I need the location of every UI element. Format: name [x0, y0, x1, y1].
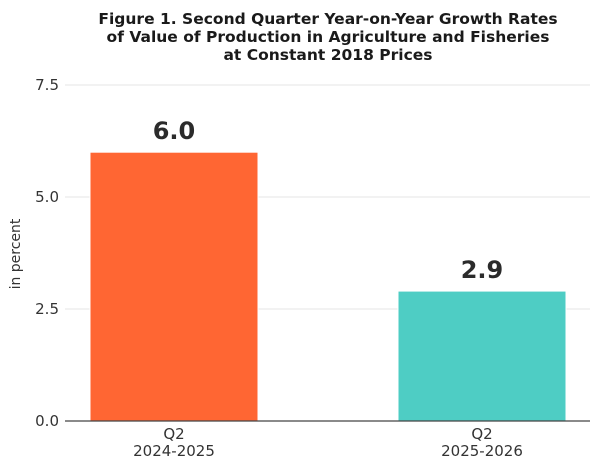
x-tick-label: Q2 [163, 425, 184, 443]
data-label: 2.9 [461, 256, 504, 284]
y-tick-labels: 0.0 2.5 5.0 7.5 [35, 76, 59, 430]
y-tick-label: 7.5 [35, 76, 59, 94]
y-tick-label: 0.0 [35, 412, 59, 430]
y-tick-label: 2.5 [35, 300, 59, 318]
bars [89, 151, 567, 422]
bar [89, 151, 259, 422]
bar [397, 290, 567, 422]
chart-title-line-2: of Value of Production in Agriculture an… [107, 28, 550, 46]
y-tick-label: 5.0 [35, 188, 59, 206]
data-label: 6.0 [153, 117, 196, 145]
x-tick-label: Q2 [471, 425, 492, 443]
chart-title-line-1: Figure 1. Second Quarter Year-on-Year Gr… [98, 10, 557, 28]
y-axis-label: in percent [8, 218, 24, 289]
x-tick-label: 2025-2026 [441, 442, 523, 460]
x-tick-label: 2024-2025 [133, 442, 215, 460]
data-labels: 6.0 2.9 [153, 117, 504, 284]
chart-title-line-3: at Constant 2018 Prices [223, 46, 432, 64]
